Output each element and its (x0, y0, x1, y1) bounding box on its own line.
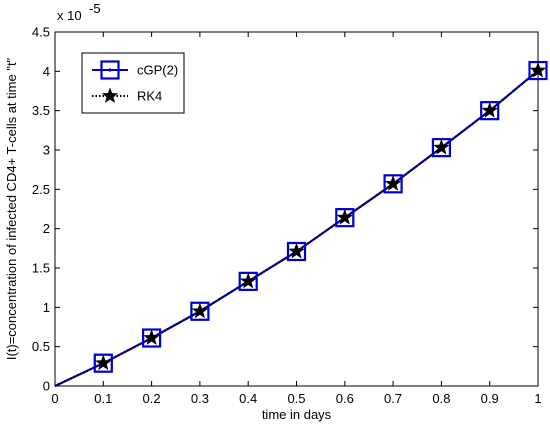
x-tick-label: 0.5 (287, 391, 305, 406)
series-2-marker (94, 354, 112, 371)
y-tick-label: 3.5 (32, 103, 50, 118)
x-axis-label: time in days (262, 407, 332, 422)
y-multiplier-exponent: -5 (89, 1, 101, 16)
plot-area: 0 0.1 0.2 0.3 0.4 0.5 0.6 0.7 0.8 0.9 1 0 0.5 1 1.5 2 2.… (4, 1, 548, 422)
y-tick-label: 4.5 (32, 25, 50, 40)
legend-marker-1 (100, 60, 120, 80)
y-tick-label: 1.5 (32, 261, 50, 276)
x-tick-label: 0.6 (336, 391, 354, 406)
y-axis-label: I(t)=concentration of infected CD4+ T-ce… (4, 57, 19, 360)
legend-marker-dot-1 (108, 68, 112, 72)
y-tick-label: 2 (43, 221, 50, 236)
y-tick-label: 1 (43, 300, 50, 315)
x-tick-label: 0.3 (191, 391, 209, 406)
x-tick-label: 0.1 (94, 391, 112, 406)
series-2-marker (288, 242, 305, 259)
x-tick-label: 0.7 (384, 391, 402, 406)
series-2-marker (336, 208, 354, 225)
x-tick-label: 0.2 (143, 391, 161, 406)
y-tick-label: 3 (43, 143, 50, 158)
series-2-marker (143, 329, 160, 346)
x-tick-label: 0.4 (239, 391, 257, 406)
series-2-marker (191, 302, 209, 319)
y-tick-label: 0 (43, 379, 50, 394)
y-tick-label: 4 (43, 64, 50, 79)
series-2-marker (481, 101, 499, 118)
x-tick-label: 0.9 (481, 391, 499, 406)
series-2-marker (433, 138, 450, 155)
legend-box (81, 52, 185, 114)
legend-label-2: RK4 (137, 89, 162, 104)
series-2-marker (529, 61, 547, 78)
y-multiplier-label: x 10 (57, 8, 82, 23)
x-tick-label: 0.8 (432, 391, 450, 406)
y-tick-label: 0.5 (32, 339, 50, 354)
legend-marker-2 (101, 87, 119, 104)
y-tick-label: 2.5 (32, 182, 50, 197)
x-tick-label: 0 (51, 391, 58, 406)
x-tick-label: 1 (534, 391, 541, 406)
series-2-marker (239, 272, 257, 289)
legend-label-1: cGP(2) (137, 63, 178, 78)
series-2-marker (384, 175, 402, 191)
